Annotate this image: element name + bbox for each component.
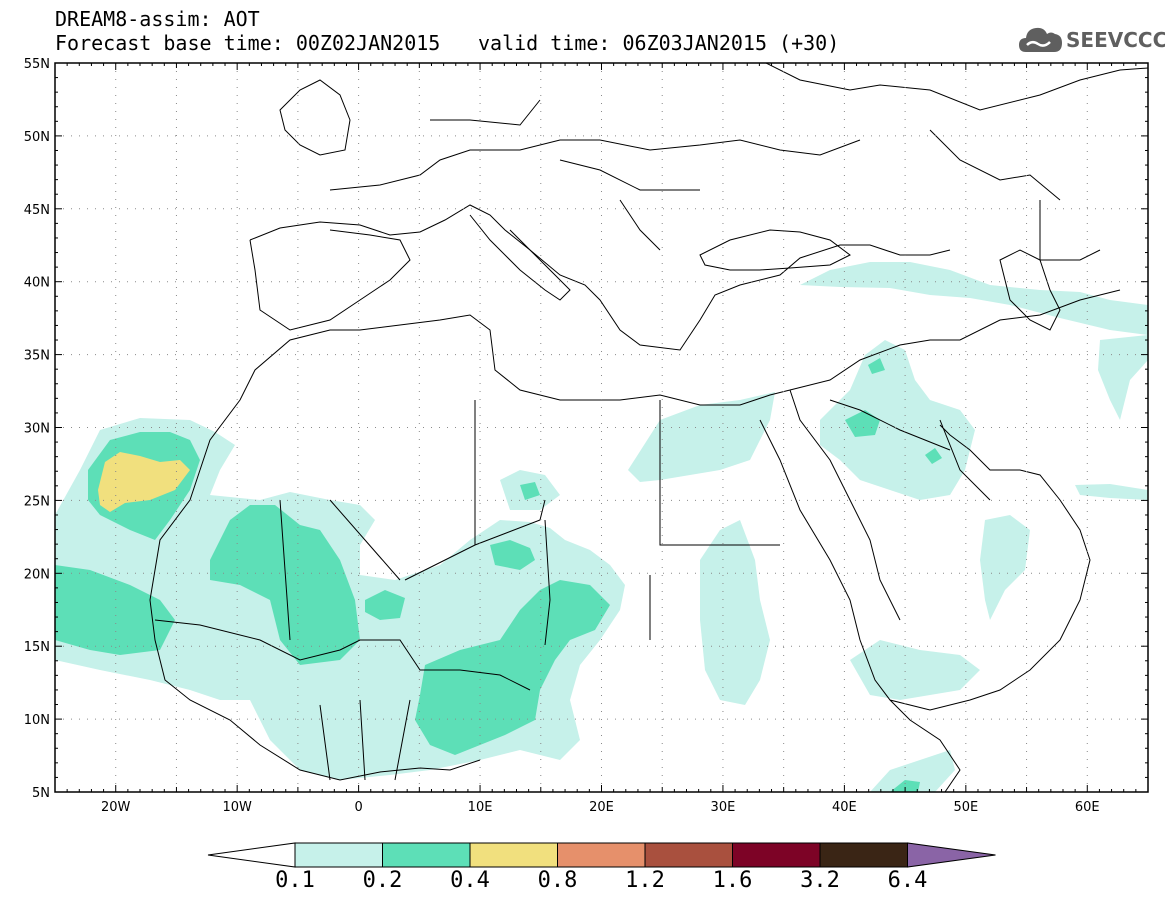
axis-tick-labels: 55N 50N 45N 40N 35N 30N 25N 20N 15N 10N 5N 20W 10W 0 1… bbox=[24, 57, 1100, 815]
lat-label: 25N bbox=[24, 494, 50, 509]
aot-band-0.2 bbox=[520, 482, 540, 500]
coastline-africa bbox=[199, 314, 791, 471]
aot-band-0.2 bbox=[365, 590, 405, 620]
lat-label: 35N bbox=[24, 349, 50, 364]
lon-label: 20E bbox=[589, 800, 614, 815]
aot-band-0.1 bbox=[700, 520, 770, 705]
aot-band-0.1 bbox=[870, 750, 955, 792]
aot-band-0.2 bbox=[210, 505, 360, 665]
coastline-north bbox=[764, 63, 1148, 201]
lon-label: 0 bbox=[354, 800, 362, 815]
cloud-icon bbox=[1019, 27, 1062, 52]
colorbar-label: 6.4 bbox=[887, 868, 928, 893]
coastline-europe bbox=[249, 204, 951, 351]
lon-label: 10W bbox=[222, 800, 252, 815]
lat-label: 50N bbox=[24, 130, 50, 145]
aot-band-0.2 bbox=[845, 410, 880, 437]
axis-ticks bbox=[55, 62, 1148, 793]
border-europe bbox=[329, 99, 861, 251]
border-saharan bbox=[279, 400, 780, 646]
aot-band-0.2 bbox=[55, 565, 175, 655]
lon-label: 20W bbox=[101, 800, 131, 815]
colorbar-label: 0.8 bbox=[537, 868, 578, 893]
coastlines bbox=[149, 63, 1148, 792]
aot-band-0.1 bbox=[800, 262, 1148, 335]
colorbar-label: 0.1 bbox=[275, 868, 315, 893]
aot-band-0.1 bbox=[820, 340, 975, 500]
aot-band-0.2 bbox=[868, 358, 885, 374]
aot-band-0.1 bbox=[628, 392, 775, 482]
aot-band-0.4 bbox=[98, 452, 190, 512]
aot-band-0.1 bbox=[980, 515, 1030, 620]
lon-label: 10E bbox=[468, 800, 493, 815]
colorbar-swatch bbox=[469, 842, 558, 868]
map-title: DREAM8-assim: AOT bbox=[55, 7, 260, 31]
coastline-italy bbox=[469, 214, 571, 301]
coastline-uk bbox=[279, 79, 351, 156]
coastline-redsea bbox=[759, 419, 1091, 711]
colorbar-swatch bbox=[294, 842, 383, 868]
coastline-iberia bbox=[249, 229, 411, 331]
aot-band-0.1 bbox=[850, 640, 980, 700]
lat-label: 55N bbox=[24, 57, 50, 72]
lat-label: 15N bbox=[24, 640, 50, 655]
colorbar-swatch bbox=[382, 842, 471, 868]
coastline-caspian bbox=[999, 249, 1061, 331]
colorbar-label: 3.2 bbox=[800, 868, 840, 893]
aot-band-0.2 bbox=[890, 780, 920, 792]
lat-label: 30N bbox=[24, 422, 50, 437]
colorbar-upper-arrow bbox=[907, 842, 996, 868]
colorbar bbox=[207, 842, 996, 868]
colorbar-swatch bbox=[557, 842, 646, 868]
aot-band-0.1 bbox=[1098, 335, 1148, 420]
colorbar-swatch bbox=[644, 842, 733, 868]
lat-label: 20N bbox=[24, 567, 50, 582]
seevccc-logo: SEEVCCC bbox=[1018, 22, 1165, 58]
colorbar-swatch bbox=[819, 842, 908, 868]
coastline-blacksea bbox=[699, 229, 851, 271]
coastline-westafrica bbox=[149, 469, 481, 781]
border-middleeast bbox=[789, 200, 1121, 501]
colorbar-swatch bbox=[732, 842, 821, 868]
lat-label: 40N bbox=[24, 276, 50, 291]
lat-label: 10N bbox=[24, 713, 50, 728]
coastline-arabia bbox=[789, 389, 901, 621]
lon-label: 30E bbox=[711, 800, 736, 815]
aot-band-0.1 bbox=[1075, 484, 1148, 500]
valid-time: valid time: 06Z03JAN2015 (+30) bbox=[478, 31, 840, 55]
colorbar-label: 1.6 bbox=[712, 868, 753, 893]
colorbar-label: 0.2 bbox=[362, 868, 403, 893]
aot-shading-medium bbox=[55, 358, 942, 792]
colorbar-label: 0.4 bbox=[450, 868, 490, 893]
lat-label: 5N bbox=[32, 786, 50, 801]
coastline-hornafrica bbox=[889, 699, 961, 792]
colorbar-lower-arrow bbox=[207, 842, 296, 868]
lon-label: 60E bbox=[1075, 800, 1100, 815]
aot-band-0.2 bbox=[925, 448, 942, 464]
logo-text: SEEVCCC bbox=[1066, 28, 1165, 52]
forecast-base-time: Forecast base time: 00Z02JAN2015 bbox=[55, 31, 441, 55]
lon-label: 40E bbox=[832, 800, 857, 815]
aot-band-0.2 bbox=[415, 580, 610, 755]
colorbar-label: 1.2 bbox=[625, 868, 665, 893]
aot-band-0.2 bbox=[490, 540, 535, 570]
lon-label: 50E bbox=[953, 800, 978, 815]
lat-label: 45N bbox=[24, 203, 50, 218]
border-sahel bbox=[154, 619, 531, 781]
